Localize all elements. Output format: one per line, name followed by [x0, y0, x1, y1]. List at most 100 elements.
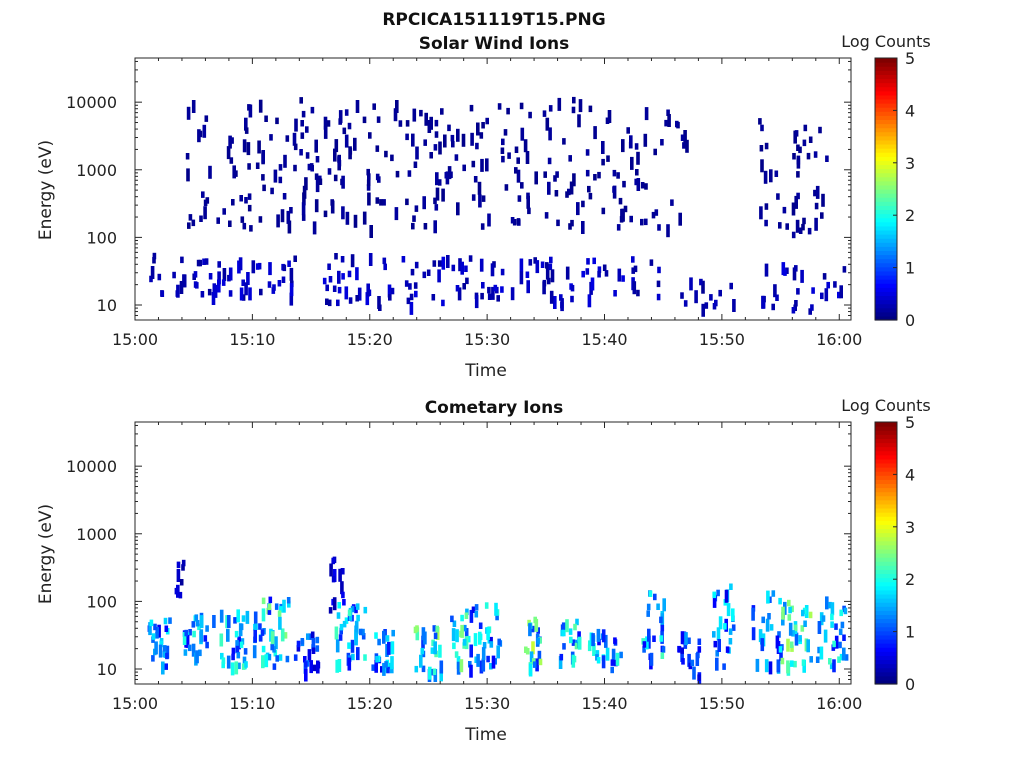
data-cell — [605, 647, 610, 661]
data-cluster — [192, 258, 233, 305]
data-cell — [148, 622, 152, 636]
data-cell — [149, 619, 154, 627]
data-cell — [647, 635, 651, 649]
data-cell — [547, 181, 551, 195]
data-cell — [377, 296, 381, 309]
data-cell — [226, 655, 231, 669]
data-cell — [315, 636, 320, 644]
data-cell — [450, 134, 455, 142]
colorbar-segment — [875, 119, 897, 125]
data-cell — [792, 153, 796, 160]
data-cell — [496, 645, 500, 659]
colorbar-segment — [875, 467, 897, 472]
data-cell — [257, 140, 261, 154]
data-cell — [629, 135, 633, 149]
data-cell — [424, 112, 428, 126]
data-cell — [793, 624, 798, 632]
data-cell — [758, 118, 762, 125]
data-cell — [469, 664, 473, 678]
data-cell — [489, 636, 493, 644]
colorbar-segment — [875, 184, 897, 190]
data-cell — [485, 158, 489, 172]
data-cell — [621, 139, 625, 153]
data-cell — [163, 645, 167, 652]
data-cell — [657, 224, 661, 231]
data-cell — [794, 130, 799, 137]
data-cell — [562, 629, 566, 637]
data-cell — [347, 609, 352, 617]
data-cell — [435, 625, 439, 633]
data-cell — [347, 657, 352, 671]
data-cell — [779, 647, 783, 661]
data-cell — [834, 623, 838, 630]
data-cell — [482, 642, 487, 649]
data-cell — [296, 640, 301, 648]
data-cell — [629, 215, 633, 223]
data-cell — [221, 657, 226, 664]
data-cell — [528, 623, 532, 637]
data-cluster — [371, 629, 395, 676]
data-cell — [335, 659, 339, 673]
data-cell — [553, 296, 557, 309]
data-cell — [501, 138, 505, 146]
data-cell — [818, 126, 822, 134]
data-cell — [247, 204, 252, 212]
data-cell — [530, 625, 535, 633]
data-cell — [842, 647, 846, 661]
data-cell — [717, 639, 721, 652]
data-cell — [204, 258, 209, 265]
data-cell — [310, 631, 315, 638]
data-cell — [164, 625, 169, 632]
data-cell — [470, 132, 474, 146]
data-cell — [422, 271, 427, 279]
data-cell — [607, 110, 612, 123]
data-cell — [512, 219, 517, 226]
data-cell — [273, 650, 278, 657]
data-cell — [780, 657, 785, 665]
data-cell — [565, 266, 570, 280]
colorbar-segment — [875, 193, 897, 198]
data-cell — [786, 638, 790, 652]
data-cell — [713, 640, 718, 648]
data-cell — [464, 636, 469, 650]
colorbar-segment — [875, 98, 897, 104]
data-cell — [657, 266, 661, 274]
x-tick-label: 16:00 — [816, 694, 862, 713]
data-cell — [375, 145, 380, 152]
data-cell — [547, 157, 552, 165]
data-cell — [819, 646, 824, 660]
colorbar-segment — [875, 111, 897, 116]
data-cell — [751, 627, 756, 641]
data-cell — [486, 655, 490, 663]
data-cell — [300, 132, 305, 139]
data-cell — [299, 97, 303, 104]
data-cluster — [751, 590, 784, 675]
data-cell — [500, 268, 505, 276]
data-cell — [490, 263, 495, 277]
data-cell — [800, 625, 805, 632]
data-cell — [830, 602, 835, 616]
data-cell — [469, 104, 474, 112]
data-cell — [656, 293, 661, 301]
data-cell — [560, 298, 564, 312]
data-cell — [357, 287, 362, 301]
data-cell — [804, 605, 809, 618]
data-cell — [159, 640, 163, 648]
colorbar-segment — [875, 614, 897, 620]
data-cell — [355, 100, 360, 113]
colorbar-segment — [875, 205, 897, 211]
data-cell — [458, 258, 462, 272]
data-cell — [279, 606, 283, 613]
data-cell — [261, 597, 266, 605]
data-cell — [520, 127, 525, 141]
data-cell — [495, 613, 499, 621]
data-cell — [617, 268, 622, 282]
data-cell — [653, 148, 657, 156]
data-cell — [302, 192, 306, 206]
data-cell — [568, 628, 573, 635]
data-cell — [179, 281, 184, 294]
data-cell — [452, 620, 457, 627]
data-cell — [415, 146, 419, 160]
data-cell — [277, 280, 282, 287]
data-cell — [782, 206, 787, 214]
